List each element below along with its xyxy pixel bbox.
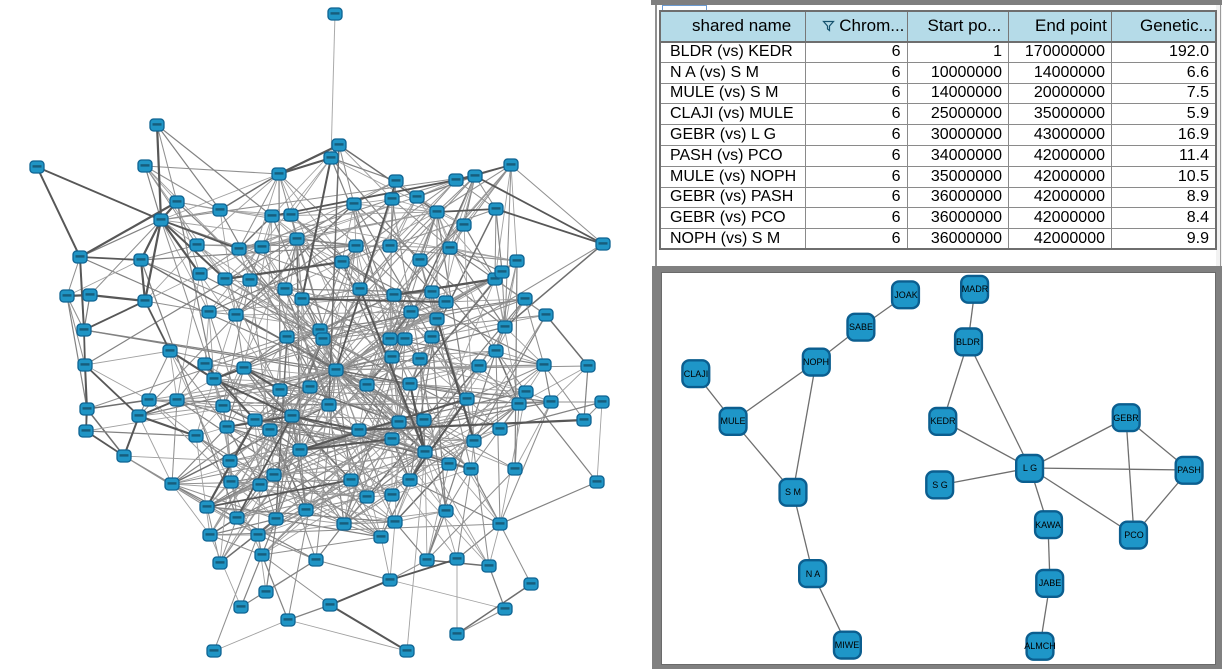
svg-text:GEBR: GEBR	[1113, 413, 1139, 423]
svg-text:JOAK: JOAK	[894, 290, 918, 300]
svg-text:S M: S M	[785, 487, 801, 497]
svg-text:JABE: JABE	[1039, 578, 1062, 588]
svg-text:NOPH: NOPH	[803, 357, 829, 367]
svg-text:PCO: PCO	[1124, 530, 1144, 540]
svg-text:MIWE: MIWE	[835, 640, 860, 650]
svg-text:CLAJI: CLAJI	[684, 369, 709, 379]
svg-text:L G: L G	[1023, 463, 1037, 473]
svg-text:KEDR: KEDR	[930, 416, 956, 426]
svg-text:KAWA: KAWA	[1035, 520, 1061, 530]
svg-text:MADR: MADR	[962, 284, 989, 294]
svg-text:SABE: SABE	[849, 322, 873, 332]
svg-text:S G: S G	[932, 480, 948, 490]
svg-text:BLDR: BLDR	[956, 337, 981, 347]
svg-text:ALMCH: ALMCH	[1024, 641, 1056, 651]
svg-text:MULE: MULE	[720, 416, 745, 426]
svg-text:N A: N A	[806, 569, 821, 579]
svg-text:PASH: PASH	[1177, 465, 1201, 475]
